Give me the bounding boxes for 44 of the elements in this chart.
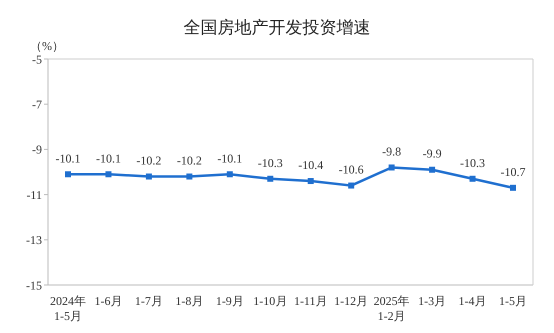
point (388, 164, 395, 170)
y-tick-label: -11 (26, 188, 42, 202)
data-label: -10.7 (500, 164, 526, 179)
data-label: -10.1 (96, 151, 121, 166)
data-label: -10.1 (56, 151, 80, 166)
data-label: -10.1 (217, 151, 242, 166)
point (267, 176, 274, 182)
point (510, 184, 516, 191)
point (146, 174, 152, 180)
point (226, 171, 233, 178)
x-tick-label: 1-8月 (175, 294, 204, 308)
y-tick-label: -15 (26, 278, 42, 292)
point (186, 174, 192, 180)
data-label: -10.4 (298, 158, 324, 172)
data-label: -10.3 (460, 156, 486, 170)
x-tick-label: 2024年 1-5月 (50, 294, 86, 323)
point (348, 182, 354, 189)
x-tick-label: 1-11月 (294, 294, 328, 308)
x-tick-label: 1-5月 (499, 294, 527, 308)
y-tick-label: -9 (32, 142, 42, 157)
x-tick-label: 1-12月 (334, 294, 368, 308)
point (470, 176, 476, 182)
chart-title: 全国房地产开发投资增速 (182, 17, 372, 39)
x-tick-label: 1-6月 (94, 294, 122, 308)
x-tick-label: 2025年 1-2月 (374, 294, 410, 323)
data-label: -10.2 (136, 154, 162, 168)
x-tick-label: 1-9月 (216, 294, 244, 308)
x-tick-label: 1-7月 (134, 294, 163, 308)
data-label: -9.9 (422, 146, 442, 161)
data-label: -10.3 (258, 156, 283, 170)
point (308, 178, 314, 184)
y-tick-label: -7 (32, 97, 42, 112)
x-tick-label: 1-3月 (418, 294, 446, 308)
data-label: -9.8 (382, 144, 402, 158)
x-tick-label: 1-10月 (253, 294, 288, 308)
point (429, 166, 436, 173)
point (105, 171, 112, 178)
point (65, 171, 71, 178)
y-axis-title: （%） (30, 38, 64, 55)
data-label: -10.2 (176, 154, 202, 168)
y-tick-label: -5 (32, 52, 42, 66)
y-tick-label: -13 (26, 233, 42, 248)
x-tick-label: 1-4月 (458, 294, 487, 308)
data-label: -10.6 (338, 162, 364, 177)
